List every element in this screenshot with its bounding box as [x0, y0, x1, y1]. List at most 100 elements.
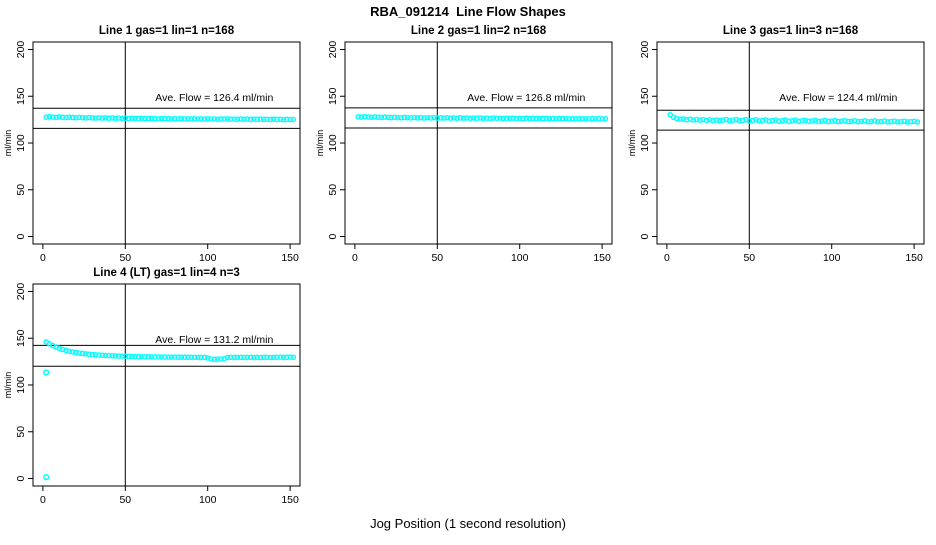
data-point — [155, 354, 162, 360]
data-point — [145, 115, 152, 122]
panel-line-3: Line 3 gas=1 lin=3 n=168 0 50 100 150 0 50 100 1… — [627, 25, 925, 264]
data-point — [257, 354, 264, 361]
data-point — [185, 115, 191, 122]
data-point — [125, 353, 132, 360]
data-point — [129, 115, 135, 122]
data-point — [739, 117, 746, 124]
data-point — [385, 114, 391, 121]
data-point — [855, 118, 861, 125]
data-point — [155, 116, 162, 122]
data-point — [706, 117, 713, 123]
data-point — [404, 114, 411, 121]
data-point — [434, 115, 441, 121]
plot-box — [32, 41, 301, 245]
data-point — [526, 115, 533, 122]
data-point — [211, 356, 218, 363]
data-point — [536, 115, 543, 122]
data-point — [401, 114, 408, 121]
y-axis-tick-label: 0 — [639, 233, 651, 239]
y-axis-title: ml/min — [627, 130, 637, 157]
data-point — [553, 115, 559, 122]
data-point — [572, 115, 579, 122]
data-point — [280, 354, 287, 361]
y-axis-tick-label: 100 — [15, 376, 27, 394]
data-point — [546, 115, 553, 122]
data-point — [224, 116, 231, 122]
data-point — [365, 114, 371, 120]
y-axis-title: ml/min — [3, 372, 13, 399]
data-point — [132, 115, 138, 122]
data-point — [99, 352, 106, 359]
data-point — [586, 116, 592, 122]
data-point — [375, 114, 381, 120]
data-point — [284, 354, 290, 361]
data-point — [102, 115, 109, 121]
data-point — [181, 116, 188, 122]
data-point — [418, 114, 424, 121]
data-point — [464, 115, 470, 121]
data-point — [749, 117, 756, 124]
data-point — [503, 115, 510, 122]
data-point — [795, 118, 802, 125]
y-axis-tick-label: 50 — [327, 184, 339, 196]
x-axis-tick-label: 0 — [40, 494, 46, 506]
data-point — [92, 351, 99, 358]
data-point — [152, 115, 158, 122]
data-point — [779, 117, 786, 124]
data-points-series — [355, 113, 609, 122]
data-point — [96, 114, 102, 121]
data-point — [408, 115, 414, 121]
y-axis-tick-label: 200 — [15, 41, 27, 59]
data-point — [467, 115, 474, 122]
data-point — [786, 118, 792, 125]
data-point — [106, 115, 112, 122]
data-point — [86, 351, 92, 358]
data-point — [267, 354, 274, 361]
data-point — [119, 115, 125, 122]
x-axis-tick-label: 50 — [119, 494, 131, 506]
data-point — [162, 354, 168, 360]
data-point — [713, 117, 720, 123]
data-point — [556, 115, 563, 122]
y-axis-title: ml/min — [3, 130, 13, 157]
data-point — [858, 118, 865, 125]
y-axis-tick-label: 100 — [327, 134, 339, 152]
data-point — [221, 116, 227, 122]
data-point — [191, 354, 198, 361]
y-axis-tick-label: 0 — [327, 233, 339, 239]
data-point — [198, 354, 204, 361]
data-point — [828, 118, 835, 124]
data-point — [234, 354, 241, 361]
data-point — [766, 118, 772, 124]
data-point — [871, 118, 878, 124]
data-point — [138, 115, 145, 122]
data-point — [878, 118, 884, 125]
y-axis-tick-label: 0 — [15, 475, 27, 481]
data-point — [46, 113, 53, 120]
data-point — [168, 116, 175, 122]
data-point — [444, 114, 450, 121]
y-axis-tick-label: 200 — [639, 41, 651, 59]
data-point — [168, 354, 175, 360]
data-point — [599, 116, 605, 122]
data-point — [697, 117, 703, 123]
data-point — [195, 116, 201, 122]
data-point — [181, 354, 188, 361]
data-point — [914, 119, 921, 125]
data-point — [398, 114, 404, 121]
data-point — [388, 114, 394, 121]
data-point — [381, 114, 388, 120]
data-point — [247, 354, 254, 361]
data-point — [99, 115, 106, 121]
data-point — [683, 116, 690, 123]
data-point — [891, 118, 898, 124]
data-point — [391, 114, 398, 121]
data-point — [819, 118, 825, 124]
data-point — [122, 353, 129, 360]
data-point — [559, 115, 566, 122]
data-point — [204, 115, 211, 122]
data-point — [809, 118, 815, 124]
data-point — [237, 354, 244, 361]
data-point — [290, 354, 297, 361]
